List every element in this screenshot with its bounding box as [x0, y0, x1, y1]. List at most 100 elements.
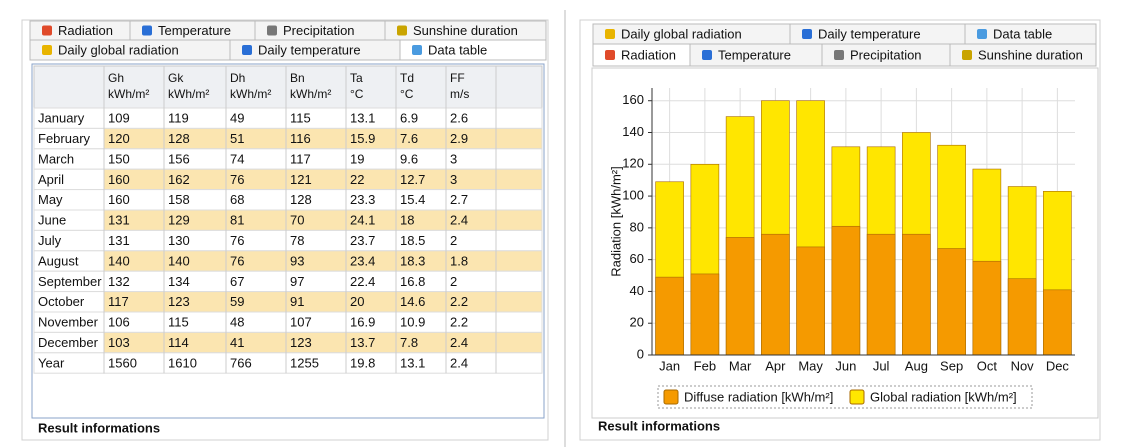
table-cell: 2.6: [450, 111, 468, 126]
legend-label: Diffuse radiation [kWh/m²]: [684, 389, 833, 404]
y-tick-label: 20: [630, 315, 644, 330]
tab-icon: [42, 45, 52, 55]
x-tick-label: Jul: [873, 358, 890, 373]
tab-label: Radiation: [58, 23, 113, 38]
tab-label: Radiation: [621, 47, 676, 62]
table-cell: 2.9: [450, 131, 468, 146]
table-cell: 15.4: [400, 192, 425, 207]
tab-label: Precipitation: [283, 23, 355, 38]
y-tick-label: 100: [622, 188, 644, 203]
table-cell: 3: [450, 151, 457, 166]
column-unit: °C: [350, 87, 364, 101]
table-cell: 14.6: [400, 294, 425, 309]
tab-icon: [802, 29, 812, 39]
footer-title: Result informations: [38, 420, 160, 435]
column-name: FF: [450, 71, 465, 85]
table-cell: 18.5: [400, 233, 425, 248]
tab-icon: [267, 25, 277, 36]
y-tick-label: 80: [630, 219, 644, 234]
bar: [937, 248, 966, 356]
table-cell: 67: [230, 274, 244, 289]
bar: [902, 233, 931, 356]
table-cell: 128: [290, 192, 312, 207]
y-tick-label: 60: [630, 251, 644, 266]
x-tick-label: May: [798, 358, 823, 373]
tab-label: Daily global radiation: [621, 26, 742, 41]
table-cell: 15.9: [350, 131, 375, 146]
table-cell: 123: [290, 335, 312, 350]
y-tick-label: 140: [622, 124, 644, 139]
table-cell: 106: [108, 315, 130, 330]
bar: [655, 276, 684, 356]
tab[interactable]: [949, 43, 1097, 67]
table-cell: 162: [168, 172, 190, 187]
column-unit: °C: [400, 87, 414, 101]
tab-label: Data table: [993, 26, 1052, 41]
table-cell: 121: [290, 172, 312, 187]
table-cell: 9.6: [400, 151, 418, 166]
table-cell: 1255: [290, 355, 319, 370]
column-name: Gh: [108, 71, 124, 85]
y-tick-label: 160: [622, 92, 644, 107]
column-name: Bn: [290, 71, 305, 85]
row-label: March: [38, 151, 74, 166]
table-cell: 114: [168, 335, 189, 350]
table-cell: 115: [290, 111, 311, 126]
table-cell: 134: [168, 274, 190, 289]
table-cell: 117: [290, 151, 311, 166]
table-cell: 7.6: [400, 131, 418, 146]
column-unit: m/s: [450, 87, 469, 101]
table-cell: 2: [450, 274, 457, 289]
table-cell: 160: [108, 172, 130, 187]
bar: [866, 233, 896, 356]
table-cell: 16.9: [350, 315, 375, 330]
table-cell: 93: [290, 253, 304, 268]
bar: [725, 237, 755, 356]
table-cell: 59: [230, 294, 244, 309]
row-label: October: [38, 294, 85, 309]
tab-label: Sunshine duration: [978, 47, 1083, 62]
row-label: July: [38, 233, 62, 248]
row-label: August: [38, 253, 79, 268]
table-cell: 130: [168, 233, 190, 248]
table-cell: 123: [168, 294, 190, 309]
bar: [1007, 278, 1037, 356]
legend-swatch: [663, 389, 679, 405]
column-unit: kWh/m²: [290, 87, 331, 101]
table-cell: 7.8: [400, 335, 418, 350]
table-cell: 16.8: [400, 274, 425, 289]
table-cell: 18.3: [400, 253, 425, 268]
table-cell: 41: [230, 335, 244, 350]
column-unit: kWh/m²: [230, 87, 271, 101]
table-cell: 2.4: [450, 213, 468, 228]
table-cell: 2.2: [450, 315, 468, 330]
tab[interactable]: [399, 39, 547, 61]
x-tick-label: Oct: [977, 358, 998, 373]
table-cell: 76: [230, 172, 244, 187]
table-cell: 129: [168, 213, 190, 228]
table-cell: 150: [108, 151, 130, 166]
table-cell: 76: [230, 253, 244, 268]
table-cell: 3: [450, 172, 457, 187]
table-cell: 22.4: [350, 274, 375, 289]
row-label: September: [38, 274, 102, 289]
column-unit: kWh/m²: [108, 87, 149, 101]
x-tick-label: Dec: [1046, 358, 1070, 373]
table-cell: 1610: [168, 355, 197, 370]
row-label: Year: [38, 355, 65, 370]
table-cell: 766: [230, 355, 252, 370]
table-cell: 49: [230, 111, 244, 126]
table-cell: 109: [108, 111, 130, 126]
table-cell: 48: [230, 315, 244, 330]
x-tick-label: Feb: [694, 358, 716, 373]
tab-icon: [142, 25, 152, 36]
row-label: April: [38, 172, 64, 187]
table-cell: 91: [290, 294, 304, 309]
tab-label: Sunshine duration: [413, 23, 518, 38]
tab-label: Temperature: [718, 47, 791, 62]
bar: [831, 225, 861, 356]
tab-icon: [397, 25, 407, 36]
table-cell: 131: [108, 213, 130, 228]
table-cell: 156: [168, 151, 190, 166]
